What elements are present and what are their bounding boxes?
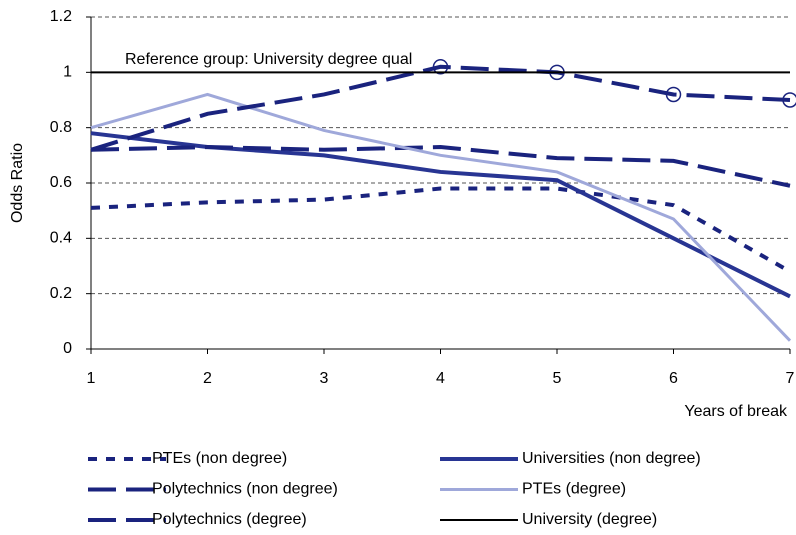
x-axis-label: Years of break <box>684 403 788 420</box>
y-tick-label: 1 <box>63 64 72 81</box>
legend-label: Polytechnics (non degree) <box>152 481 338 498</box>
y-tick-label: 0.4 <box>50 230 72 247</box>
x-tick-label: 4 <box>436 370 445 387</box>
y-tick-label: 0.8 <box>50 119 72 136</box>
marker <box>665 86 682 103</box>
legend-label: PTEs (non degree) <box>152 450 287 467</box>
x-tick-label: 2 <box>203 370 212 387</box>
y-tick-label: 0.2 <box>50 285 72 302</box>
x-tick-label: 3 <box>320 370 329 387</box>
y-axis-label: Odds Ratio <box>9 143 26 223</box>
x-tick-label: 7 <box>786 370 795 387</box>
marker <box>432 59 449 75</box>
x-tick-label: 5 <box>553 370 562 387</box>
x-tick-label: 6 <box>669 370 678 387</box>
legend-label: PTEs (degree) <box>522 481 626 498</box>
series-line <box>90 186 791 274</box>
annotation: Reference group: University degree qual <box>125 51 412 68</box>
series-line <box>90 145 791 188</box>
series-line <box>90 92 792 342</box>
x-tick-label: 1 <box>87 370 96 387</box>
series-line <box>90 64 791 152</box>
y-tick-label: 0 <box>63 340 72 357</box>
legend-label: Polytechnics (degree) <box>152 511 307 528</box>
legend-label: Universities (non degree) <box>522 450 701 467</box>
marker <box>782 92 796 108</box>
y-tick-label: 0.6 <box>50 174 72 191</box>
legend-label: University (degree) <box>522 511 657 528</box>
y-tick-label: 1.2 <box>50 8 72 25</box>
series-line <box>90 131 791 299</box>
